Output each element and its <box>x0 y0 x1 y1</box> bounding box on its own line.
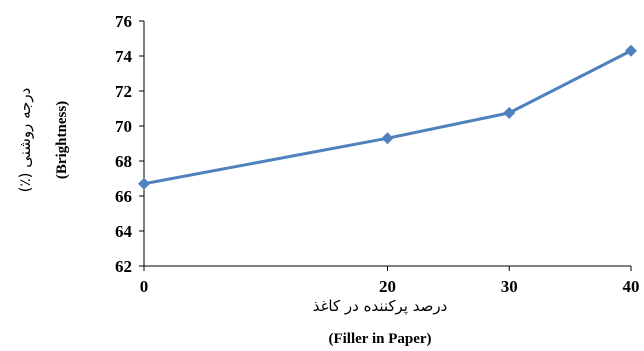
x-axis-label-fa: درصد پرکننده در کاغذ <box>313 297 448 316</box>
x-tick-label: 0 <box>140 277 149 296</box>
y-tick-label: 74 <box>115 47 133 66</box>
y-tick-label: 64 <box>115 222 133 241</box>
x-tick-label: 40 <box>623 277 640 296</box>
y-tick-label: 68 <box>115 152 132 171</box>
y-tick-label: 62 <box>115 257 132 276</box>
y-axis-label-en: (Brightness) <box>54 101 70 179</box>
data-point-marker <box>381 132 394 145</box>
data-point-marker <box>138 177 150 190</box>
y-axis-label-fa: درجه روشنی (٪) <box>16 88 34 193</box>
data-point-marker <box>625 44 637 57</box>
data-point-marker <box>503 106 516 119</box>
x-axis-label-en: (Filler in Paper) <box>328 331 431 347</box>
y-tick-label: 70 <box>115 117 132 136</box>
plot-area: 62 64 66 68 70 72 74 76 0 20 30 40 <box>115 12 640 296</box>
x-tick-label: 30 <box>501 277 518 296</box>
x-tick-label: 20 <box>379 277 396 296</box>
series-line <box>143 49 632 186</box>
y-tick-label: 76 <box>115 12 132 31</box>
y-tick-label: 66 <box>115 187 132 206</box>
y-tick-label: 72 <box>115 82 132 101</box>
